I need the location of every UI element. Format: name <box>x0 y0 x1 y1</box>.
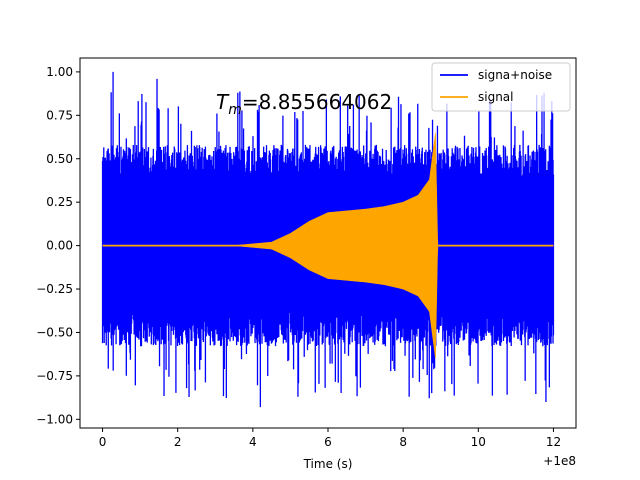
y-tick-label: −1.00 <box>36 412 73 426</box>
legend-label-signal: signal <box>478 90 514 104</box>
annotation-subscript: m <box>228 102 242 118</box>
legend: signa+noise signal <box>431 62 571 112</box>
signal-series <box>102 132 554 359</box>
y-tick-label: 0.25 <box>46 195 73 209</box>
y-tick-label: 0.50 <box>46 152 73 166</box>
annotation-value: =8.855664062 <box>242 90 392 114</box>
x-axis: 0 2 4 6 8 10 12 <box>99 428 561 449</box>
annotation-tm: Tm=8.855664062 <box>216 90 392 118</box>
x-tick-label: 10 <box>471 435 486 449</box>
plot-area <box>101 71 555 408</box>
y-tick-label: −0.50 <box>36 325 73 339</box>
legend-label-signa-noise: signa+noise <box>478 68 552 82</box>
y-tick-label: 0.75 <box>46 108 73 122</box>
y-tick-label: −0.75 <box>36 369 73 383</box>
x-tick-label: 12 <box>546 435 561 449</box>
annotation-prefix: T <box>216 90 230 114</box>
x-tick-label: 6 <box>324 435 332 449</box>
x-tick-label: 8 <box>399 435 407 449</box>
x-tick-label: 2 <box>174 435 182 449</box>
y-tick-label: 0.00 <box>46 239 73 253</box>
x-tick-label: 0 <box>99 435 107 449</box>
y-tick-label: −0.25 <box>36 282 73 296</box>
x-tick-label: 4 <box>249 435 257 449</box>
x-axis-label: Time (s) <box>303 457 353 471</box>
y-tick-label: 1.00 <box>46 65 73 79</box>
y-axis: −1.00 −0.75 −0.50 −0.25 0.00 0.25 0.50 0.75 1.00 <box>36 65 80 426</box>
x-offset-label: +1e8 <box>543 454 576 468</box>
